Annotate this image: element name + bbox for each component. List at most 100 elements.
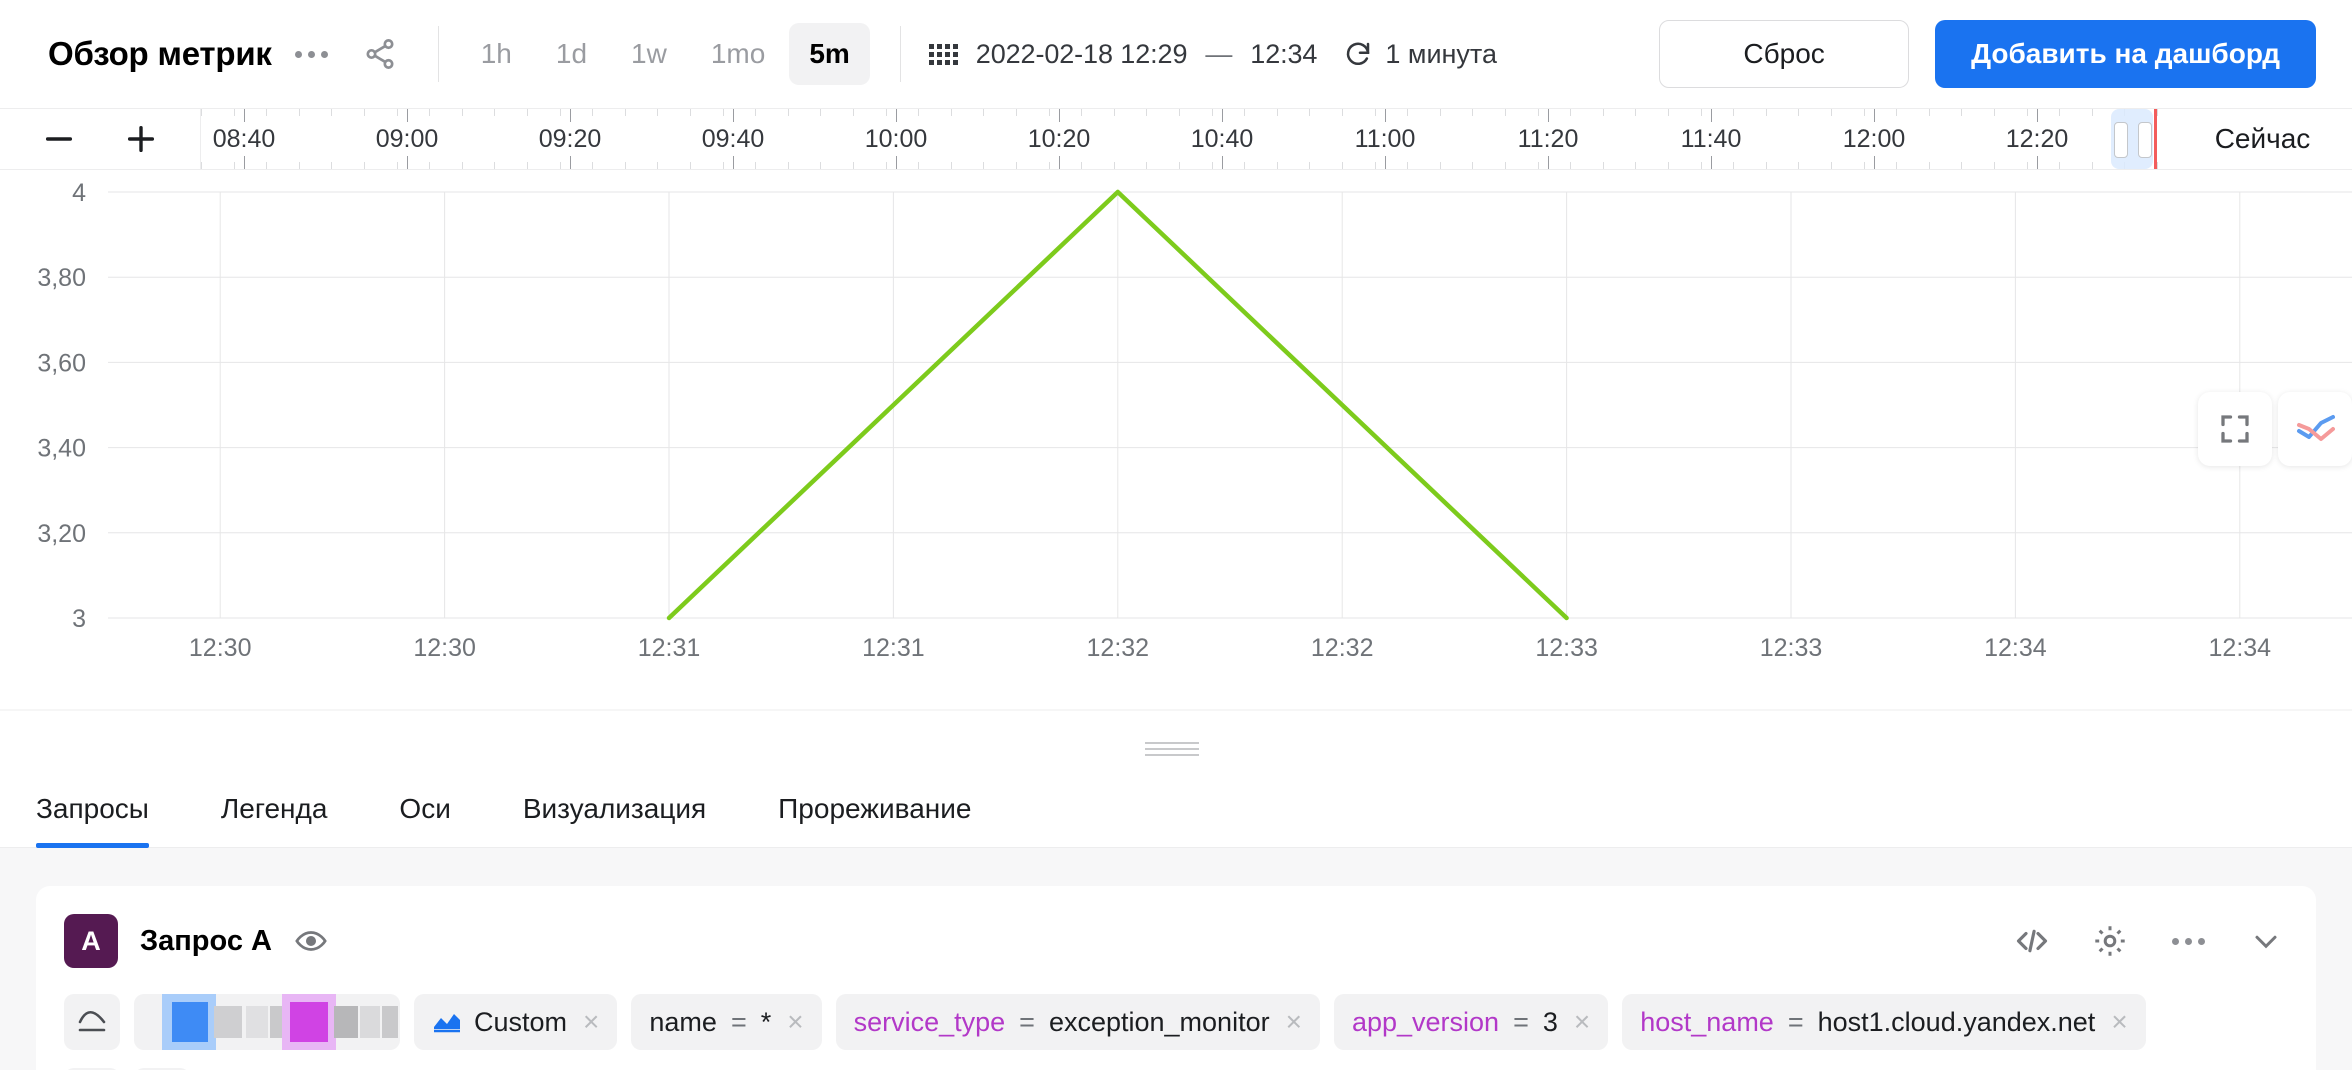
x-axis-tick-label: 12:30 <box>189 634 252 662</box>
x-axis-tick-label: 12:31 <box>862 634 925 662</box>
metric-line-chart[interactable]: 4 3,80 3,60 3,40 3,20 3 12:30 12:30 12:31 12:31 12… <box>0 170 2352 762</box>
minus-icon[interactable] <box>37 117 81 161</box>
chip-filter-app-version[interactable]: app_version = 3 × <box>1333 994 1609 1050</box>
ruler-minor-tick <box>657 109 659 116</box>
share-icon[interactable] <box>352 26 408 82</box>
range-preset-1mo[interactable]: 1mo <box>710 38 766 69</box>
dots-horizontal-icon[interactable] <box>284 26 340 82</box>
tab-visualization[interactable]: Визуализация <box>522 793 707 824</box>
chart-series-line[interactable] <box>666 189 1569 621</box>
ruler-minor-tick <box>1896 109 1898 116</box>
ruler-minor-tick <box>885 162 887 169</box>
x-axis-tick-label: 12:31 <box>638 634 701 662</box>
ruler-major-tick <box>733 109 734 122</box>
chip-custom-close-icon[interactable]: × <box>583 1006 600 1037</box>
ruler-minor-tick <box>2091 109 2093 116</box>
ruler-minor-tick <box>820 109 822 116</box>
ruler-major-tick <box>407 156 408 169</box>
range-preset-5m[interactable]: 5m <box>789 23 870 85</box>
ruler-minor-tick <box>1700 162 1702 169</box>
chip-filter-host-name-op: = <box>1787 1006 1804 1037</box>
now-button[interactable]: Сейчас <box>2172 109 2352 169</box>
ruler-handle-left[interactable] <box>2114 122 2128 158</box>
ruler-minor-tick <box>592 109 594 116</box>
ruler-minor-tick <box>2059 162 2061 169</box>
tab-queries[interactable]: Запросы <box>36 793 149 848</box>
add-to-dashboard-button[interactable]: Добавить на дашборд <box>1935 20 2316 88</box>
reset-button[interactable]: Сброс <box>1659 20 1910 88</box>
query-card: A Запрос A <box>36 886 2316 1070</box>
date-range-picker[interactable]: 2022-02-18 12:29 — 12:34 <box>928 38 1317 70</box>
query-header: A Запрос A <box>64 912 2286 970</box>
ruler-minor-tick <box>1798 109 1800 116</box>
tab-legend[interactable]: Легенда <box>220 793 328 824</box>
ruler-major-tick <box>570 156 571 169</box>
chip-filter-app-version-key: app_version <box>1351 1006 1500 1037</box>
redacted-metric-chip[interactable] <box>134 994 400 1050</box>
timeline-ruler[interactable]: 08:40 09:00 09:20 09:40 10:00 10:20 10:40 11:00… <box>200 109 2172 169</box>
chip-filter-host-name[interactable]: host_name = host1.cloud.yandex.net × <box>1622 994 2146 1050</box>
refresh-interval-control[interactable]: 1 минута <box>1343 39 1497 70</box>
chevron-down-icon[interactable] <box>2246 921 2286 961</box>
gear-icon[interactable] <box>2090 921 2130 961</box>
dots-horizontal-icon[interactable] <box>2168 921 2208 961</box>
range-preset-1h[interactable]: 1h <box>480 38 512 69</box>
ruler-minor-tick <box>918 162 920 169</box>
range-preset-1w[interactable]: 1w <box>631 38 667 69</box>
ruler-minor-tick <box>1994 109 1995 116</box>
function-button[interactable]: f(x) <box>64 1068 120 1070</box>
range-preset-1d[interactable]: 1d <box>555 38 588 69</box>
date-range-dash: — <box>1205 38 1233 69</box>
x-axis-tick-label: 12:32 <box>1087 634 1150 662</box>
x-axis-tick-label: 12:34 <box>2209 634 2272 662</box>
ruler-handle-right[interactable] <box>2138 122 2152 158</box>
ruler-minor-tick <box>461 162 463 169</box>
ruler-minor-tick <box>592 162 594 169</box>
fullscreen-icon[interactable] <box>2198 392 2272 466</box>
chart-lines-icon[interactable] <box>2278 392 2352 466</box>
ruler-minor-tick <box>1635 162 1637 169</box>
ruler-tick-label: 11:20 <box>1517 125 1579 153</box>
tab-axes[interactable]: Оси <box>399 793 451 824</box>
eye-icon[interactable] <box>294 924 328 958</box>
ruler-minor-tick <box>461 109 463 116</box>
ruler-minor-tick <box>1081 109 1083 116</box>
chip-filter-app-version-close-icon[interactable]: × <box>1573 1006 1591 1037</box>
chip-filter-name-close-icon[interactable]: × <box>787 1006 804 1037</box>
ruler-tick-label: 10:40 <box>1190 125 1254 153</box>
ruler-minor-tick <box>1374 109 1376 116</box>
ruler-minor-tick <box>1831 109 1832 116</box>
ruler-minor-tick <box>1276 109 1278 116</box>
chip-filter-service-type-close-icon[interactable]: × <box>1285 1006 1302 1037</box>
code-icon[interactable] <box>2012 921 2052 961</box>
chip-filter-name-key: name <box>649 1006 717 1037</box>
ruler-major-tick <box>1548 156 1549 169</box>
panel-resize-grip[interactable] <box>1145 742 1199 760</box>
ruler-minor-tick <box>1244 109 1246 116</box>
plus-icon[interactable] <box>119 117 163 161</box>
ruler-minor-tick <box>364 109 365 116</box>
ruler-minor-tick <box>1602 109 1604 116</box>
chip-filter-name[interactable]: name = * × <box>631 994 822 1050</box>
query-badge: A <box>64 914 118 968</box>
ruler-minor-tick <box>885 109 887 116</box>
add-filter-button[interactable]: + <box>134 1068 190 1070</box>
chip-custom[interactable]: Custom × <box>414 994 618 1050</box>
ruler-minor-tick <box>1146 162 1148 169</box>
x-axis-tick-label: 12:34 <box>1984 634 2047 662</box>
ruler-tick-label: 10:20 <box>1027 125 1091 153</box>
curve-icon[interactable] <box>64 994 120 1050</box>
ruler-tick-label: 09:20 <box>538 125 602 153</box>
x-axis-tick-label: 12:33 <box>1535 634 1598 662</box>
chip-filter-host-name-close-icon[interactable]: × <box>2111 1006 2128 1037</box>
tab-downsampling[interactable]: Прореживание <box>778 793 972 824</box>
chip-filter-app-version-value: 3 <box>1542 1006 1558 1037</box>
x-axis-tick-label: 12:32 <box>1311 634 1374 662</box>
x-axis-tick-label: 12:30 <box>413 634 476 662</box>
ruler-minor-tick <box>755 162 757 169</box>
ruler-major-tick <box>1385 156 1386 169</box>
ruler-major-tick <box>1059 109 1060 122</box>
ruler-minor-tick <box>1146 109 1148 116</box>
ruler-minor-tick <box>1276 162 1278 169</box>
chip-filter-service-type[interactable]: service_type = exception_monitor × <box>835 994 1320 1050</box>
